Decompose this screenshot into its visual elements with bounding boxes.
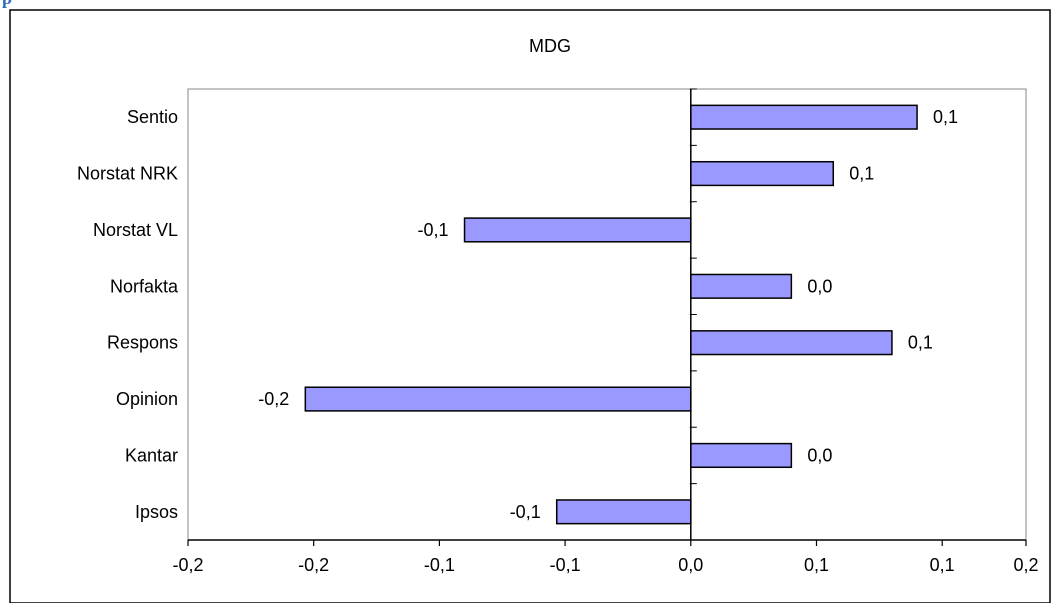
data-label: 0,0 (807, 445, 832, 465)
data-label: 0,1 (933, 107, 958, 127)
data-label: 0,0 (807, 276, 832, 296)
category-label: Opinion (116, 389, 178, 409)
x-tick-label: -0,1 (550, 555, 581, 575)
category-label: Norstat NRK (77, 164, 178, 184)
chart-area-border (9, 9, 1051, 603)
bar (463, 217, 692, 243)
bar (690, 104, 918, 130)
x-tick-label: -0,2 (298, 555, 329, 575)
x-tick-label: 0,0 (678, 555, 703, 575)
data-label: 0,1 (908, 333, 933, 353)
x-tick-label: 0,2 (1013, 555, 1038, 575)
data-label: -0,1 (510, 502, 541, 522)
x-tick-label: -0,1 (424, 555, 455, 575)
category-label: Norfakta (110, 276, 179, 296)
x-tick-label: -0,2 (172, 555, 203, 575)
data-label: -0,2 (258, 389, 289, 409)
category-label: Sentio (127, 107, 178, 127)
bar (690, 442, 793, 469)
category-label: Kantar (125, 445, 178, 465)
x-tick-label: 0,1 (930, 555, 955, 575)
data-label: 0,1 (849, 164, 874, 184)
x-tick-label: 0,1 (804, 555, 829, 575)
category-label: Ipsos (135, 502, 178, 522)
bar (690, 160, 835, 187)
chart-title: MDG (529, 36, 571, 56)
bar (690, 330, 893, 356)
category-label: Norstat VL (93, 220, 178, 240)
bar (555, 499, 692, 525)
plot-area (187, 88, 1027, 541)
bar (690, 273, 793, 299)
bar (304, 386, 692, 412)
category-label: Respons (107, 333, 178, 353)
header-fragment: p (2, 0, 12, 8)
data-label: -0,1 (418, 220, 449, 240)
